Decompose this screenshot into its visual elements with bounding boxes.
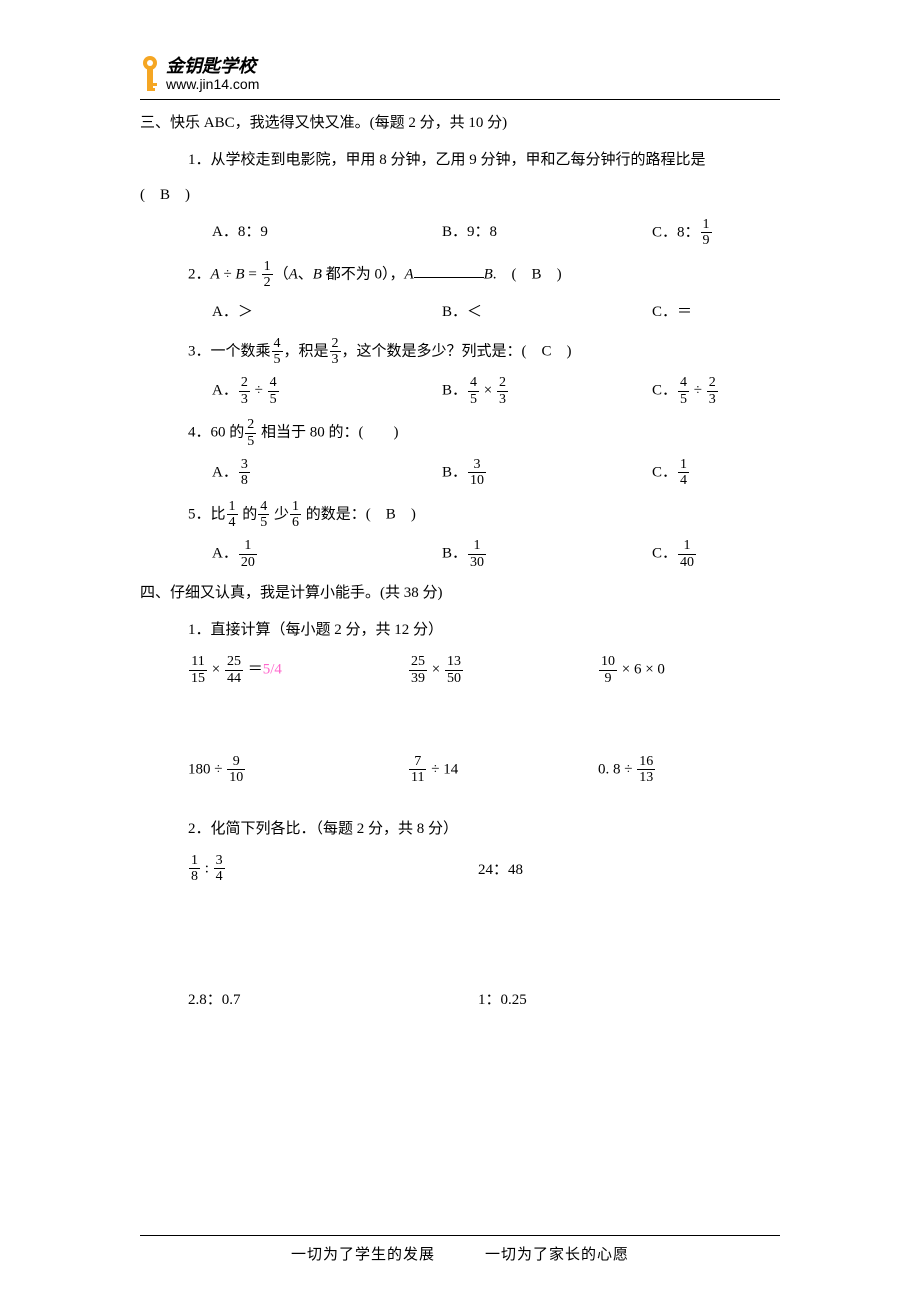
q2-eq: =: [245, 266, 261, 282]
s4-sub2-row1: 18 : 34 24：48: [188, 853, 780, 885]
q5-opt-a: A．120: [212, 538, 442, 570]
q2-op: ÷: [220, 266, 236, 282]
q4-opt-c: C．14: [652, 457, 690, 489]
q2-B1: B: [235, 266, 244, 282]
q1-opt-a: A．8：9: [212, 219, 442, 246]
q4-options: A．38 B．310 C．14: [212, 457, 780, 489]
q3-stem: 3．一个数乘45，积是23，这个数是多少？列式是：( C ): [188, 336, 780, 368]
q5-close: ): [396, 506, 416, 522]
s4-sub1-row1: 1115 × 2544 ＝5/4 2539 × 1350 109 × 6 × 0: [188, 654, 780, 686]
footer: 一切为了学生的发展 一切为了家长的心愿: [0, 1243, 920, 1264]
q1-stem-line2: ( B ): [140, 182, 780, 209]
logo: 金钥匙学校 www.jin14.com: [140, 55, 780, 95]
s4-sub1-title: 1．直接计算（每小题 2 分，共 12 分）: [188, 617, 780, 644]
logo-url: www.jin14.com: [166, 77, 259, 92]
calc-r2c1: 180 ÷ 910: [188, 754, 408, 786]
q2-prefix: 2．: [188, 266, 211, 282]
calc-r1c1: 1115 × 2544 ＝5/4: [188, 654, 408, 686]
q1-stem-line1: 1．从学校走到电影院，甲用 8 分钟，乙用 9 分钟，甲和乙每分钟行的路程比是: [188, 147, 780, 174]
q2-sep: 、: [298, 266, 313, 282]
footer-left: 一切为了学生的发展: [291, 1247, 435, 1263]
section4-title: 四、仔细又认真，我是计算小能手。(共 38 分): [140, 580, 780, 607]
q5-stem: 5．比14 的45 少16 的数是：( B ): [188, 499, 780, 531]
q1-close: ): [170, 187, 190, 203]
footer-right: 一切为了家长的心愿: [485, 1247, 629, 1263]
q5-prefix: 5．比: [188, 506, 226, 522]
q5-f2: 45: [258, 499, 269, 531]
q3-close: ): [552, 343, 572, 359]
q5-f1: 14: [227, 499, 238, 531]
q2-A2: A: [289, 266, 298, 282]
q3-options: A．23 ÷ 45 B．45 × 23 C．45 ÷ 23: [212, 375, 780, 407]
q4-opt-b: B．310: [442, 457, 652, 489]
q2-options: A．＞ B．＜ C．＝: [212, 299, 780, 326]
q2-opt-c: C．＝: [652, 299, 692, 326]
q2-frac: 12: [262, 259, 273, 291]
q2-opt-b: B．＜: [442, 299, 652, 326]
q3-mid: ，积是: [284, 343, 329, 359]
q5-opt-b: B．130: [442, 538, 652, 570]
q3-prefix: 3．一个数乘: [188, 343, 271, 359]
simplify-r1c1: 18 : 34: [188, 853, 478, 885]
q4-stem: 4．60 的25 相当于 80 的：( ): [188, 417, 780, 449]
s4-sub1-row2: 180 ÷ 910 711 ÷ 14 0. 8 ÷ 1613: [188, 754, 780, 786]
q3-opt-b: B．45 × 23: [442, 375, 652, 407]
calc-r1c1-answer: 5/4: [263, 662, 282, 678]
footer-rule: [140, 1235, 780, 1236]
q1-open: (: [140, 187, 160, 203]
q4-after: 相当于 80 的：( ): [257, 424, 398, 440]
q5-f3: 16: [290, 499, 301, 531]
calc-r2c2: 711 ÷ 14: [408, 754, 598, 786]
q3-answer: C: [542, 343, 552, 359]
simplify-r2c1: 2.8：0.7: [188, 988, 478, 1009]
logo-chinese: 金钥匙学校: [166, 57, 259, 77]
q1-c-prefix: C．8：: [652, 224, 700, 240]
q2-close: ): [542, 266, 562, 282]
q4-prefix: 4．60 的: [188, 424, 244, 440]
section3-title: 三、快乐 ABC，我选得又快又准。(每题 2 分，共 10 分): [140, 110, 780, 137]
q5-after: 的数是：(: [302, 506, 386, 522]
header-rule: [140, 99, 780, 100]
q2-A3: A: [404, 266, 413, 282]
q2-B2: B: [313, 266, 322, 282]
q5-opt-c: C．140: [652, 538, 697, 570]
q2-answer: B: [532, 266, 542, 282]
q3-after: ，这个数是多少？列式是：(: [342, 343, 542, 359]
calc-r1c3: 109 × 6 × 0: [598, 654, 665, 686]
s4-sub2-title: 2．化简下列各比．（每题 2 分，共 8 分）: [188, 816, 780, 843]
q2-open: (: [497, 266, 532, 282]
q2-stem: 2．A ÷ B = 12（A、B 都不为 0），AB. ( B ): [188, 259, 780, 291]
q1-answer: B: [160, 187, 170, 203]
q5-options: A．120 B．130 C．140: [212, 538, 780, 570]
key-icon: [140, 55, 160, 95]
q2-A1: A: [211, 266, 220, 282]
s4-sub2-row2: 2.8：0.7 1：0.25: [188, 988, 780, 1009]
calc-r1c2: 2539 × 1350: [408, 654, 598, 686]
q5-mid1: 的: [239, 506, 258, 522]
q3-f1: 45: [272, 336, 283, 368]
q1-options: A．8：9 B．9：8 C．8：19: [212, 217, 780, 249]
q2-opt-a: A．＞: [212, 299, 442, 326]
q2-blank: [414, 263, 484, 278]
q1-opt-c: C．8：19: [652, 217, 713, 249]
calc-r2c3: 0. 8 ÷ 1613: [598, 754, 656, 786]
q4-f1: 25: [245, 417, 256, 449]
q4-opt-a: A．38: [212, 457, 442, 489]
q3-f2: 23: [330, 336, 341, 368]
q5-answer: B: [386, 506, 396, 522]
q1-c-frac: 19: [701, 217, 712, 249]
simplify-r2c2: 1：0.25: [478, 988, 527, 1009]
q2-B3: B: [484, 266, 493, 282]
q3-opt-c: C．45 ÷ 23: [652, 375, 719, 407]
simplify-r1c2: 24：48: [478, 858, 523, 879]
q5-mid2: 少: [270, 506, 289, 522]
q3-opt-a: A．23 ÷ 45: [212, 375, 442, 407]
q1-opt-b: B．9：8: [442, 219, 652, 246]
q2-paren: （: [274, 266, 289, 282]
q2-nz: 都不为 0），: [322, 266, 405, 282]
